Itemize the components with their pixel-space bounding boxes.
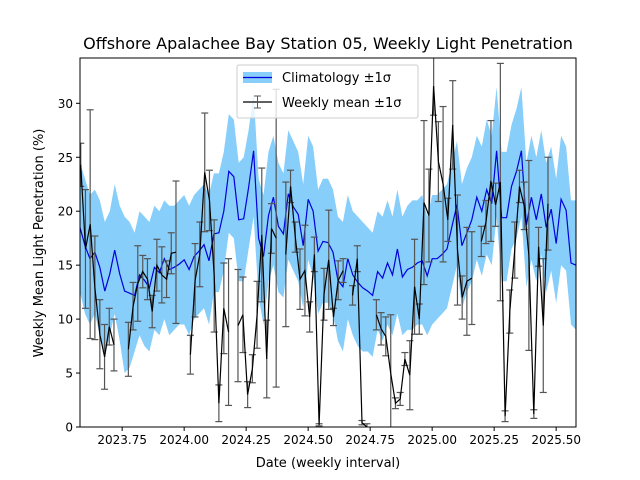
- plot-frame: [79, 57, 577, 428]
- chart-title: Offshore Apalachee Bay Station 05, Weekl…: [83, 34, 573, 53]
- climatology-band: [80, 87, 576, 374]
- y-tick-label-0: 0: [65, 421, 73, 435]
- y-tick-label-5: 25: [58, 151, 73, 165]
- legend-climatology-label: Climatology ±1σ: [282, 71, 391, 86]
- legend-frame: [236, 64, 419, 119]
- x-tick-label-6: 2025.25: [469, 433, 519, 447]
- weekly-line-segment-3: [237, 228, 277, 395]
- x-axis: 2023.75 2024.00 2024.25 2024.50 2024.75 2025.…: [97, 427, 581, 447]
- y-axis-label: Weekly Mean Light Penetration (%): [32, 129, 47, 358]
- y-tick-label-3: 15: [58, 259, 73, 273]
- y-axis: 0 5 10 15 20 25 30: [58, 97, 80, 435]
- y-tick-label-4: 20: [58, 205, 73, 219]
- x-tick-label-7: 2025.50: [531, 433, 581, 447]
- legend-weekly-label: Weekly mean ±1σ: [282, 96, 401, 111]
- legend: Climatology ±1σ Weekly mean ±1σ: [236, 64, 419, 119]
- weekly-line-segment-7: [480, 180, 549, 417]
- climatology-line-layer: [80, 150, 576, 297]
- weekly-line-segment-4: [285, 186, 344, 425]
- x-tick-label-4: 2024.75: [345, 433, 395, 447]
- climatology-mean-line: [80, 150, 576, 297]
- x-tick-label-2: 2024.25: [221, 433, 271, 447]
- weekly-line-segment-1: [127, 251, 177, 350]
- y-tick-label-1: 5: [65, 367, 73, 381]
- y-tick-label-2: 10: [58, 313, 73, 327]
- plot-area: [80, 58, 576, 427]
- weekly-line-segment-0: [80, 164, 115, 358]
- weekly-line-layer: [80, 86, 549, 427]
- x-tick-label-0: 2023.75: [97, 433, 147, 447]
- y-tick-label-6: 30: [58, 97, 73, 111]
- x-tick-label-1: 2024.00: [159, 433, 209, 447]
- x-tick-label-3: 2024.50: [283, 433, 333, 447]
- weekly-line-segment-2: [189, 172, 230, 404]
- weekly-line-segment-5: [352, 258, 368, 427]
- x-tick-label-5: 2025.00: [407, 433, 457, 447]
- climatology-band-layer: [80, 87, 576, 374]
- x-axis-label: Date (weekly interval): [256, 456, 401, 471]
- weekly-line-segment-6: [375, 86, 473, 405]
